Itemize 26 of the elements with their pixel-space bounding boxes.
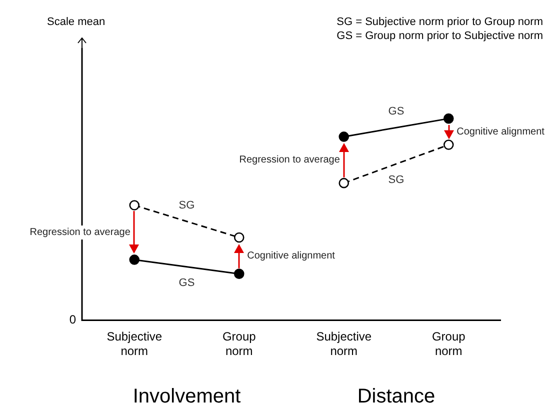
point (338, 132, 350, 142)
series-label: GS (178, 276, 195, 289)
series-label: SG (178, 199, 195, 212)
point (234, 232, 244, 243)
point (234, 268, 244, 279)
annotation: Regression to average (239, 154, 340, 166)
series-label: SG (388, 174, 404, 186)
text: 0 (69, 312, 76, 327)
series-label: GS (388, 106, 404, 118)
text: SG = Subjective norm prior to Group norm (336, 16, 543, 28)
text: GS = Group norm prior to Subjective norm (336, 30, 543, 42)
annotation: Cognitive alignment (456, 126, 545, 138)
x-tick-label: Group norm (222, 330, 256, 358)
annotation: Regression to average (30, 227, 131, 238)
point (443, 113, 454, 124)
point (129, 254, 140, 265)
text: Scale mean (47, 16, 106, 28)
point (129, 200, 140, 210)
x-tick-label: Subjective norm (106, 330, 162, 358)
text: Distance (357, 386, 436, 408)
point (443, 140, 454, 150)
x-tick-label: Subjective norm (316, 330, 372, 358)
x-tick-label: Group norm (432, 330, 466, 358)
annotation: Cognitive alignment (247, 250, 336, 262)
text: Involvement (132, 386, 242, 408)
point (338, 178, 350, 188)
